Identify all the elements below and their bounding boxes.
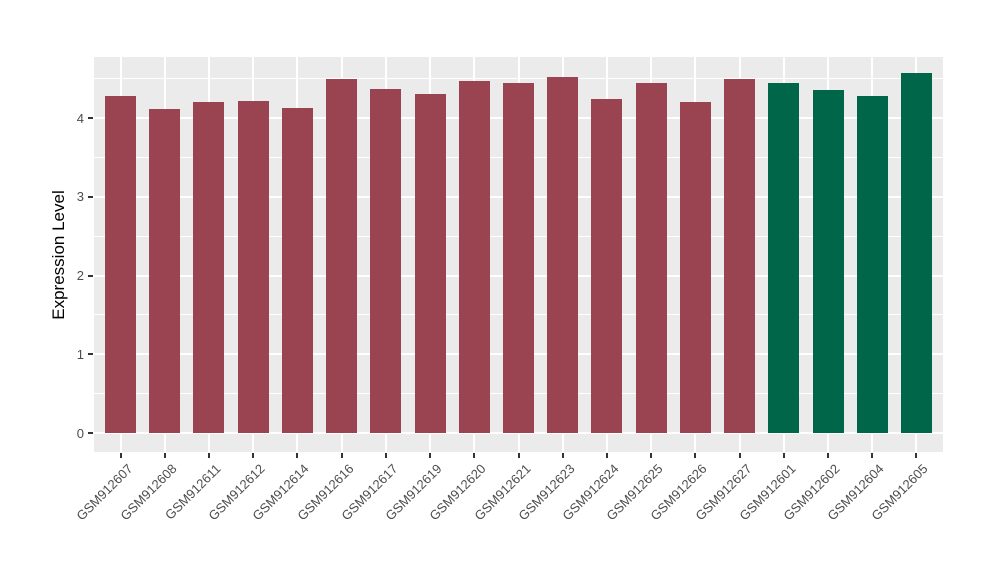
bar [237, 101, 269, 433]
x-tick-mark [871, 453, 874, 458]
y-tick-label: 2 [76, 268, 84, 283]
bar [193, 102, 225, 433]
y-tick-label: 4 [76, 110, 84, 126]
x-tick-mark [252, 453, 255, 458]
bar [503, 82, 534, 433]
bar [281, 107, 313, 433]
y-tick-label: 1 [76, 346, 84, 362]
bar [856, 95, 888, 433]
x-tick-mark [207, 453, 210, 458]
bar [370, 88, 402, 433]
x-tick-mark [384, 453, 387, 458]
x-tick-mark [694, 453, 697, 458]
bar [591, 99, 623, 433]
x-tick-mark [119, 453, 122, 458]
y-tick-mark [88, 274, 93, 277]
bar [414, 94, 446, 433]
x-tick-mark [340, 453, 343, 458]
bar [724, 78, 756, 433]
x-tick-mark [738, 453, 741, 458]
x-tick-mark [473, 453, 476, 458]
x-tick-mark [561, 453, 564, 458]
y-tick-mark [88, 195, 93, 198]
y-tick-mark [88, 353, 93, 356]
bar [900, 73, 932, 433]
y-tick-mark [88, 117, 93, 119]
bar [547, 77, 579, 433]
bar [635, 82, 667, 433]
x-tick-mark [782, 453, 785, 458]
x-tick-mark [827, 453, 830, 458]
bar [326, 78, 358, 433]
y-tick-label: 0 [76, 425, 84, 441]
x-tick-mark [163, 453, 166, 458]
bar [768, 83, 800, 433]
bar [679, 102, 711, 433]
chart-panel [94, 57, 943, 452]
x-tick-mark [605, 453, 608, 458]
bar [149, 108, 181, 433]
x-tick-mark [650, 453, 653, 458]
x-tick-mark [915, 453, 918, 458]
y-tick-mark [88, 432, 93, 434]
bar [812, 89, 844, 433]
x-tick-mark [296, 453, 299, 458]
y-tick-label: 3 [76, 189, 84, 205]
bar [105, 95, 137, 433]
x-tick-mark [517, 453, 520, 458]
bar [458, 80, 490, 433]
x-tick-mark [429, 453, 432, 458]
